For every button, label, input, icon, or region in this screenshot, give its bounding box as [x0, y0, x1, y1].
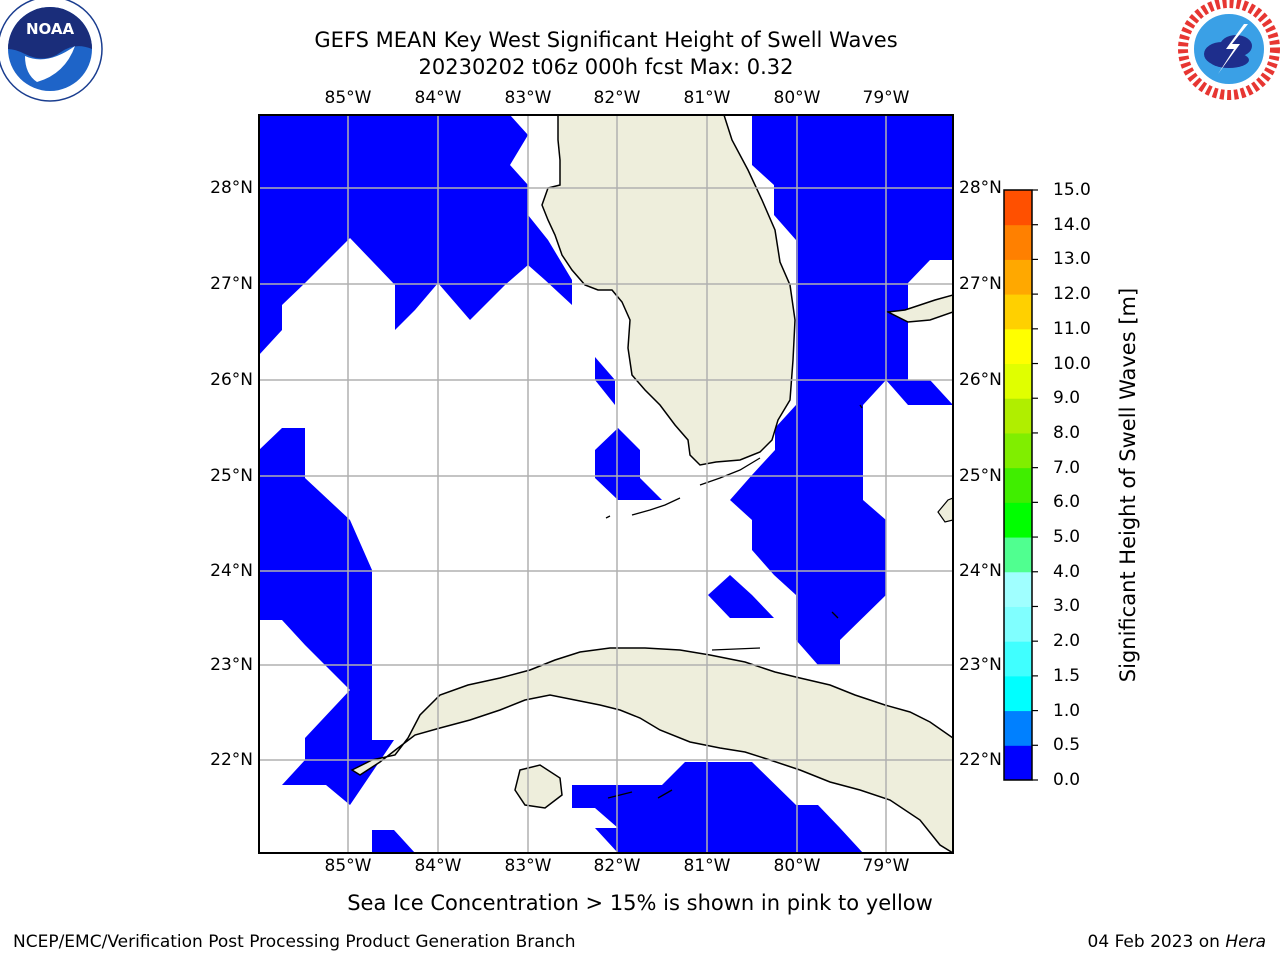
colorbar-swatch — [1004, 467, 1032, 503]
colorbar-swatch — [1004, 224, 1032, 260]
lon-label-top: 80°W — [773, 88, 821, 108]
colorbar-tick-label: 9.0 — [1053, 388, 1081, 409]
footer-date: 04 Feb 2023 on Hera — [1088, 932, 1266, 952]
lat-label-right: 26°N — [959, 370, 1002, 390]
colorbar-swatch — [1004, 328, 1032, 365]
colorbar-tick-label: 2.0 — [1053, 631, 1081, 652]
colorbar-tick-label: 11.0 — [1053, 318, 1091, 339]
sea-ice-note: Sea Ice Concentration > 15% is shown in … — [347, 891, 933, 915]
swell-height-field — [259, 115, 953, 853]
chart-title-line1: GEFS MEAN Key West Significant Height of… — [314, 28, 898, 52]
lon-label-top: 81°W — [683, 88, 731, 108]
colorbar — [1003, 189, 1038, 781]
lat-label-left: 24°N — [210, 561, 253, 581]
lat-label-right: 27°N — [959, 274, 1002, 294]
cuba-land — [350, 647, 953, 853]
graticule — [259, 115, 953, 853]
lat-label-right: 24°N — [959, 561, 1002, 581]
colorbar-tick-label: 14.0 — [1053, 214, 1091, 235]
colorbar-swatch — [1004, 259, 1032, 295]
colorbar-tick-label: 10.0 — [1053, 353, 1091, 374]
lon-label-bottom: 82°W — [593, 856, 641, 876]
lon-label-top: 85°W — [324, 88, 372, 108]
colorbar-tick-label: 6.0 — [1053, 492, 1081, 513]
colorbar-label: Significant Height of Swell Waves [m] — [1116, 287, 1140, 683]
lat-label-left: 25°N — [210, 466, 253, 486]
lat-label-right: 25°N — [959, 466, 1002, 486]
colorbar-tick-label: 1.0 — [1053, 700, 1081, 721]
colorbar-swatch — [1004, 502, 1032, 538]
noaa-logo-text: NOAA — [26, 20, 75, 38]
colorbar-tick-label: 7.0 — [1053, 457, 1081, 478]
nws-logo — [1177, 0, 1280, 101]
bahamas-land — [885, 294, 953, 323]
isla-juventud — [514, 764, 563, 809]
colorbar-swatch — [1004, 710, 1032, 746]
colorbar-swatch — [1004, 537, 1032, 573]
footer-credit: NCEP/EMC/Verification Post Processing Pr… — [13, 932, 576, 952]
colorbar-swatch — [1004, 398, 1032, 434]
colorbar-swatch — [1004, 363, 1032, 399]
lat-label-right: 28°N — [959, 178, 1002, 198]
florida-land — [541, 115, 796, 466]
colorbar-swatch — [1004, 190, 1032, 226]
colorbar-tick-label: 1.5 — [1053, 665, 1081, 686]
lon-label-bottom: 83°W — [504, 856, 552, 876]
lat-label-left: 22°N — [210, 750, 253, 770]
noaa-logo: NOAA — [0, 0, 103, 102]
footer-host: Hera — [1225, 932, 1266, 952]
lon-label-bottom: 80°W — [773, 856, 821, 876]
lat-label-right: 22°N — [959, 750, 1002, 770]
lat-label-right: 23°N — [959, 655, 1002, 675]
colorbar-tick-label: 5.0 — [1053, 527, 1081, 548]
lat-label-left: 26°N — [210, 370, 253, 390]
lon-label-bottom: 81°W — [683, 856, 731, 876]
colorbar-tick-label: 3.0 — [1053, 596, 1081, 617]
colorbar-tick-label: 13.0 — [1053, 249, 1091, 270]
lon-label-bottom: 84°W — [414, 856, 462, 876]
colorbar-tick-label: 15.0 — [1053, 180, 1091, 200]
lat-label-left: 23°N — [210, 655, 253, 675]
chart-title-line2: 20230202 t06z 000h fcst Max: 0.32 — [418, 55, 794, 79]
colorbar-swatch — [1004, 641, 1032, 677]
colorbar-tick-label: 0.5 — [1053, 735, 1081, 756]
colorbar-frame — [1003, 189, 1033, 781]
colorbar-tick-label: 4.0 — [1053, 561, 1081, 582]
map-frame — [258, 114, 954, 854]
lon-label-bottom: 79°W — [862, 856, 910, 876]
lon-label-top: 83°W — [504, 88, 552, 108]
colorbar-swatch — [1004, 675, 1032, 712]
lon-label-bottom: 85°W — [324, 856, 372, 876]
lon-label-top: 79°W — [862, 88, 910, 108]
lat-label-left: 27°N — [210, 274, 253, 294]
footer-date-text: 04 Feb 2023 on — [1087, 932, 1226, 952]
colorbar-tick-label: 8.0 — [1053, 422, 1081, 443]
colorbar-swatch — [1004, 432, 1032, 469]
colorbar-tick-label: 12.0 — [1053, 284, 1091, 305]
lon-label-top: 82°W — [593, 88, 641, 108]
colorbar-swatch — [1004, 745, 1032, 781]
lon-label-top: 84°W — [414, 88, 462, 108]
lat-label-left: 28°N — [210, 178, 253, 198]
colorbar-tick-label: 0.0 — [1053, 770, 1081, 790]
colorbar-swatch — [1004, 294, 1032, 330]
colorbar-swatch — [1004, 606, 1032, 642]
colorbar-swatch — [1004, 571, 1032, 607]
